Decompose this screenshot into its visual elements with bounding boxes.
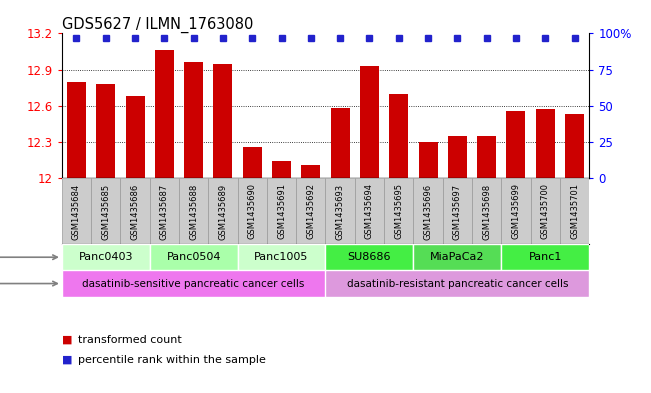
Bar [560,178,589,244]
Text: dasatinib-sensitive pancreatic cancer cells: dasatinib-sensitive pancreatic cancer ce… [83,279,305,288]
Bar [506,111,525,178]
Bar [565,114,584,178]
Text: GSM1435684: GSM1435684 [72,184,81,240]
Bar [501,178,531,244]
Text: GSM1435701: GSM1435701 [570,184,579,239]
Text: GSM1435692: GSM1435692 [307,184,315,239]
Bar [91,178,120,244]
Bar [184,62,203,178]
Bar [355,178,384,244]
Text: GSM1435694: GSM1435694 [365,184,374,239]
Text: GSM1435686: GSM1435686 [131,184,139,240]
Bar [208,178,238,244]
Bar [331,108,350,178]
Bar [531,178,560,244]
Text: Panc0504: Panc0504 [167,252,221,262]
Bar [501,244,589,270]
Bar [384,178,413,244]
Text: GSM1435685: GSM1435685 [102,184,110,240]
Bar [296,178,326,244]
Bar [62,178,91,244]
Bar [448,136,467,178]
Text: cell line: cell line [0,252,57,262]
Text: transformed count: transformed count [78,335,182,345]
Bar [214,64,232,178]
Bar [272,162,291,178]
Text: ■: ■ [62,335,72,345]
Bar [536,109,555,178]
Bar [96,84,115,178]
Bar [62,270,326,297]
Bar [413,244,501,270]
Bar [67,82,86,178]
Bar [326,244,413,270]
Text: percentile rank within the sample: percentile rank within the sample [78,354,266,365]
Bar [62,244,150,270]
Bar [126,96,145,178]
Text: GSM1435696: GSM1435696 [424,184,432,240]
Text: SU8686: SU8686 [348,252,391,262]
Text: GSM1435687: GSM1435687 [160,184,169,240]
Bar [443,178,472,244]
Text: GSM1435688: GSM1435688 [189,184,198,240]
Bar [243,147,262,178]
Text: cell type: cell type [0,279,57,288]
Bar [267,178,296,244]
Bar [238,178,267,244]
Bar [360,66,379,178]
Bar [389,94,408,178]
Text: GSM1435691: GSM1435691 [277,184,286,239]
Text: GDS5627 / ILMN_1763080: GDS5627 / ILMN_1763080 [62,17,253,33]
Text: GSM1435690: GSM1435690 [248,184,256,239]
Text: MiaPaCa2: MiaPaCa2 [430,252,484,262]
Text: Panc1: Panc1 [529,252,562,262]
Bar [326,178,355,244]
Text: GSM1435698: GSM1435698 [482,184,491,240]
Bar [150,178,179,244]
Bar [413,178,443,244]
Bar [301,165,320,178]
Bar [472,178,501,244]
Text: GSM1435697: GSM1435697 [453,184,462,240]
Text: GSM1435699: GSM1435699 [512,184,520,239]
Bar [238,244,326,270]
Bar [155,50,174,178]
Text: GSM1435700: GSM1435700 [541,184,549,239]
Text: GSM1435689: GSM1435689 [219,184,227,240]
Text: dasatinib-resistant pancreatic cancer cells: dasatinib-resistant pancreatic cancer ce… [346,279,568,288]
Bar [150,244,238,270]
Bar [179,178,208,244]
Bar [477,136,496,178]
Bar [326,270,589,297]
Bar [120,178,150,244]
Text: ■: ■ [62,354,72,365]
Text: Panc0403: Panc0403 [79,252,133,262]
Bar [419,142,437,178]
Text: GSM1435695: GSM1435695 [395,184,403,239]
Text: Panc1005: Panc1005 [255,252,309,262]
Text: GSM1435693: GSM1435693 [336,184,344,240]
